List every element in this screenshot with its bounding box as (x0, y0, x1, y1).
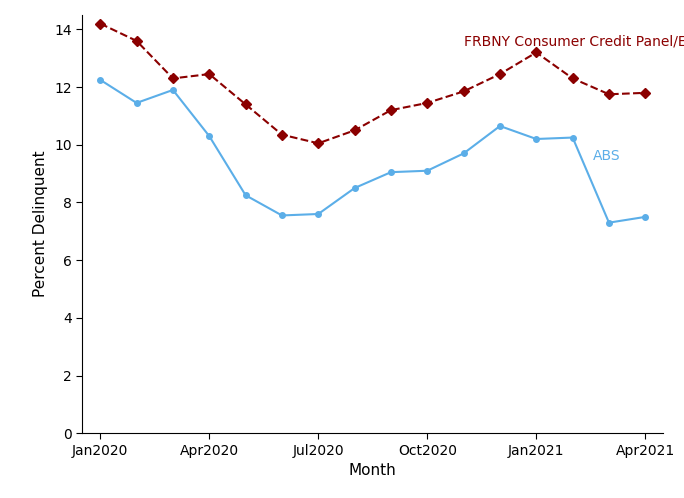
Y-axis label: Percent Delinquent: Percent Delinquent (34, 151, 49, 297)
X-axis label: Month: Month (349, 463, 397, 478)
Text: ABS: ABS (592, 149, 620, 163)
Text: FRBNY Consumer Credit Panel/Equifax: FRBNY Consumer Credit Panel/Equifax (464, 35, 684, 49)
